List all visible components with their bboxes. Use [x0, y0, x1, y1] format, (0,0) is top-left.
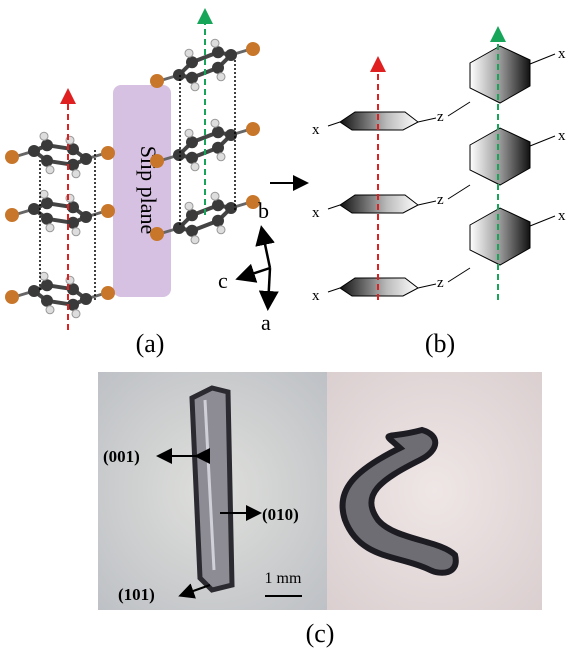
- axis-label: a: [261, 310, 271, 335]
- linker-label: z: [437, 275, 444, 291]
- axis-label: c: [218, 268, 228, 293]
- face-label: (001): [103, 447, 140, 466]
- atom: [217, 73, 225, 81]
- atom: [212, 199, 224, 211]
- face-label: (010): [262, 505, 299, 524]
- atom: [212, 215, 224, 227]
- bond: [448, 102, 470, 116]
- atom: [80, 293, 92, 305]
- bond: [418, 284, 436, 288]
- face-label: (101): [118, 585, 155, 604]
- atom: [225, 129, 237, 141]
- atom: [186, 136, 198, 148]
- atom: [46, 306, 54, 314]
- ring: [470, 128, 530, 185]
- ring: [470, 46, 530, 103]
- bond: [418, 118, 436, 122]
- atom: [173, 222, 185, 234]
- bond: [328, 122, 340, 126]
- atom: [217, 153, 225, 161]
- atom: [212, 62, 224, 74]
- linker-label: z: [437, 192, 444, 208]
- atom: [191, 163, 199, 171]
- atom: [28, 203, 40, 215]
- atom: [186, 152, 198, 164]
- schematic-stack: x z x z x z x x x: [312, 46, 566, 304]
- atom: [217, 226, 225, 234]
- atom: [150, 74, 164, 88]
- atom: [28, 145, 40, 157]
- atom: [41, 213, 53, 225]
- atom: [40, 190, 48, 198]
- bond: [328, 205, 340, 209]
- atom: [101, 146, 115, 160]
- atom: [211, 119, 219, 127]
- substituent-label: x: [558, 208, 566, 224]
- atom: [211, 192, 219, 200]
- bond: [418, 201, 436, 205]
- bond: [448, 268, 470, 282]
- bond: [530, 54, 555, 64]
- atom: [225, 49, 237, 61]
- scale-bar-label: 1 mm: [265, 570, 302, 587]
- atom: [173, 149, 185, 161]
- atom: [72, 228, 80, 236]
- figure: Slip plane b c a (a) xzxzxzxxx (b) (001)…: [0, 0, 570, 650]
- substituent-label: x: [558, 128, 566, 144]
- atom: [212, 46, 224, 58]
- atom: [212, 126, 224, 138]
- atom: [80, 211, 92, 223]
- ring: [470, 208, 530, 265]
- atom: [186, 209, 198, 221]
- substituent-label: x: [312, 122, 320, 138]
- atom: [186, 72, 198, 84]
- atom: [5, 150, 19, 164]
- bond: [530, 216, 555, 226]
- atom: [212, 142, 224, 154]
- atom: [41, 197, 53, 209]
- atom: [40, 272, 48, 280]
- atom: [185, 202, 193, 210]
- atom: [185, 49, 193, 57]
- panel-label: (c): [306, 619, 335, 648]
- atom: [41, 155, 53, 167]
- atom: [246, 122, 260, 136]
- atom: [72, 170, 80, 178]
- atom: [185, 129, 193, 137]
- axis-arrows: [240, 230, 270, 306]
- atom: [191, 236, 199, 244]
- panel-label: (b): [425, 329, 455, 358]
- atom: [41, 139, 53, 151]
- atom: [186, 225, 198, 237]
- substituent-label: x: [558, 46, 566, 62]
- substituent-label: x: [312, 288, 320, 304]
- atom: [5, 208, 19, 222]
- atom: [150, 227, 164, 241]
- atom: [28, 285, 40, 297]
- atom: [40, 132, 48, 140]
- atom: [46, 224, 54, 232]
- substituent-label: x: [312, 205, 320, 221]
- atom: [80, 153, 92, 165]
- atom: [101, 286, 115, 300]
- atom: [186, 56, 198, 68]
- atom: [41, 279, 53, 291]
- atom: [41, 295, 53, 307]
- atom: [72, 310, 80, 318]
- atom: [191, 83, 199, 91]
- atom: [150, 154, 164, 168]
- atom: [101, 204, 115, 218]
- atom: [173, 69, 185, 81]
- atom: [246, 42, 260, 56]
- atom: [5, 290, 19, 304]
- atom: [46, 166, 54, 174]
- bond: [530, 136, 555, 146]
- axis-label: b: [258, 198, 269, 223]
- panel-label: (a): [136, 329, 165, 358]
- linker-label: z: [437, 109, 444, 125]
- atom: [211, 39, 219, 47]
- bond: [328, 288, 340, 292]
- bond: [448, 185, 470, 199]
